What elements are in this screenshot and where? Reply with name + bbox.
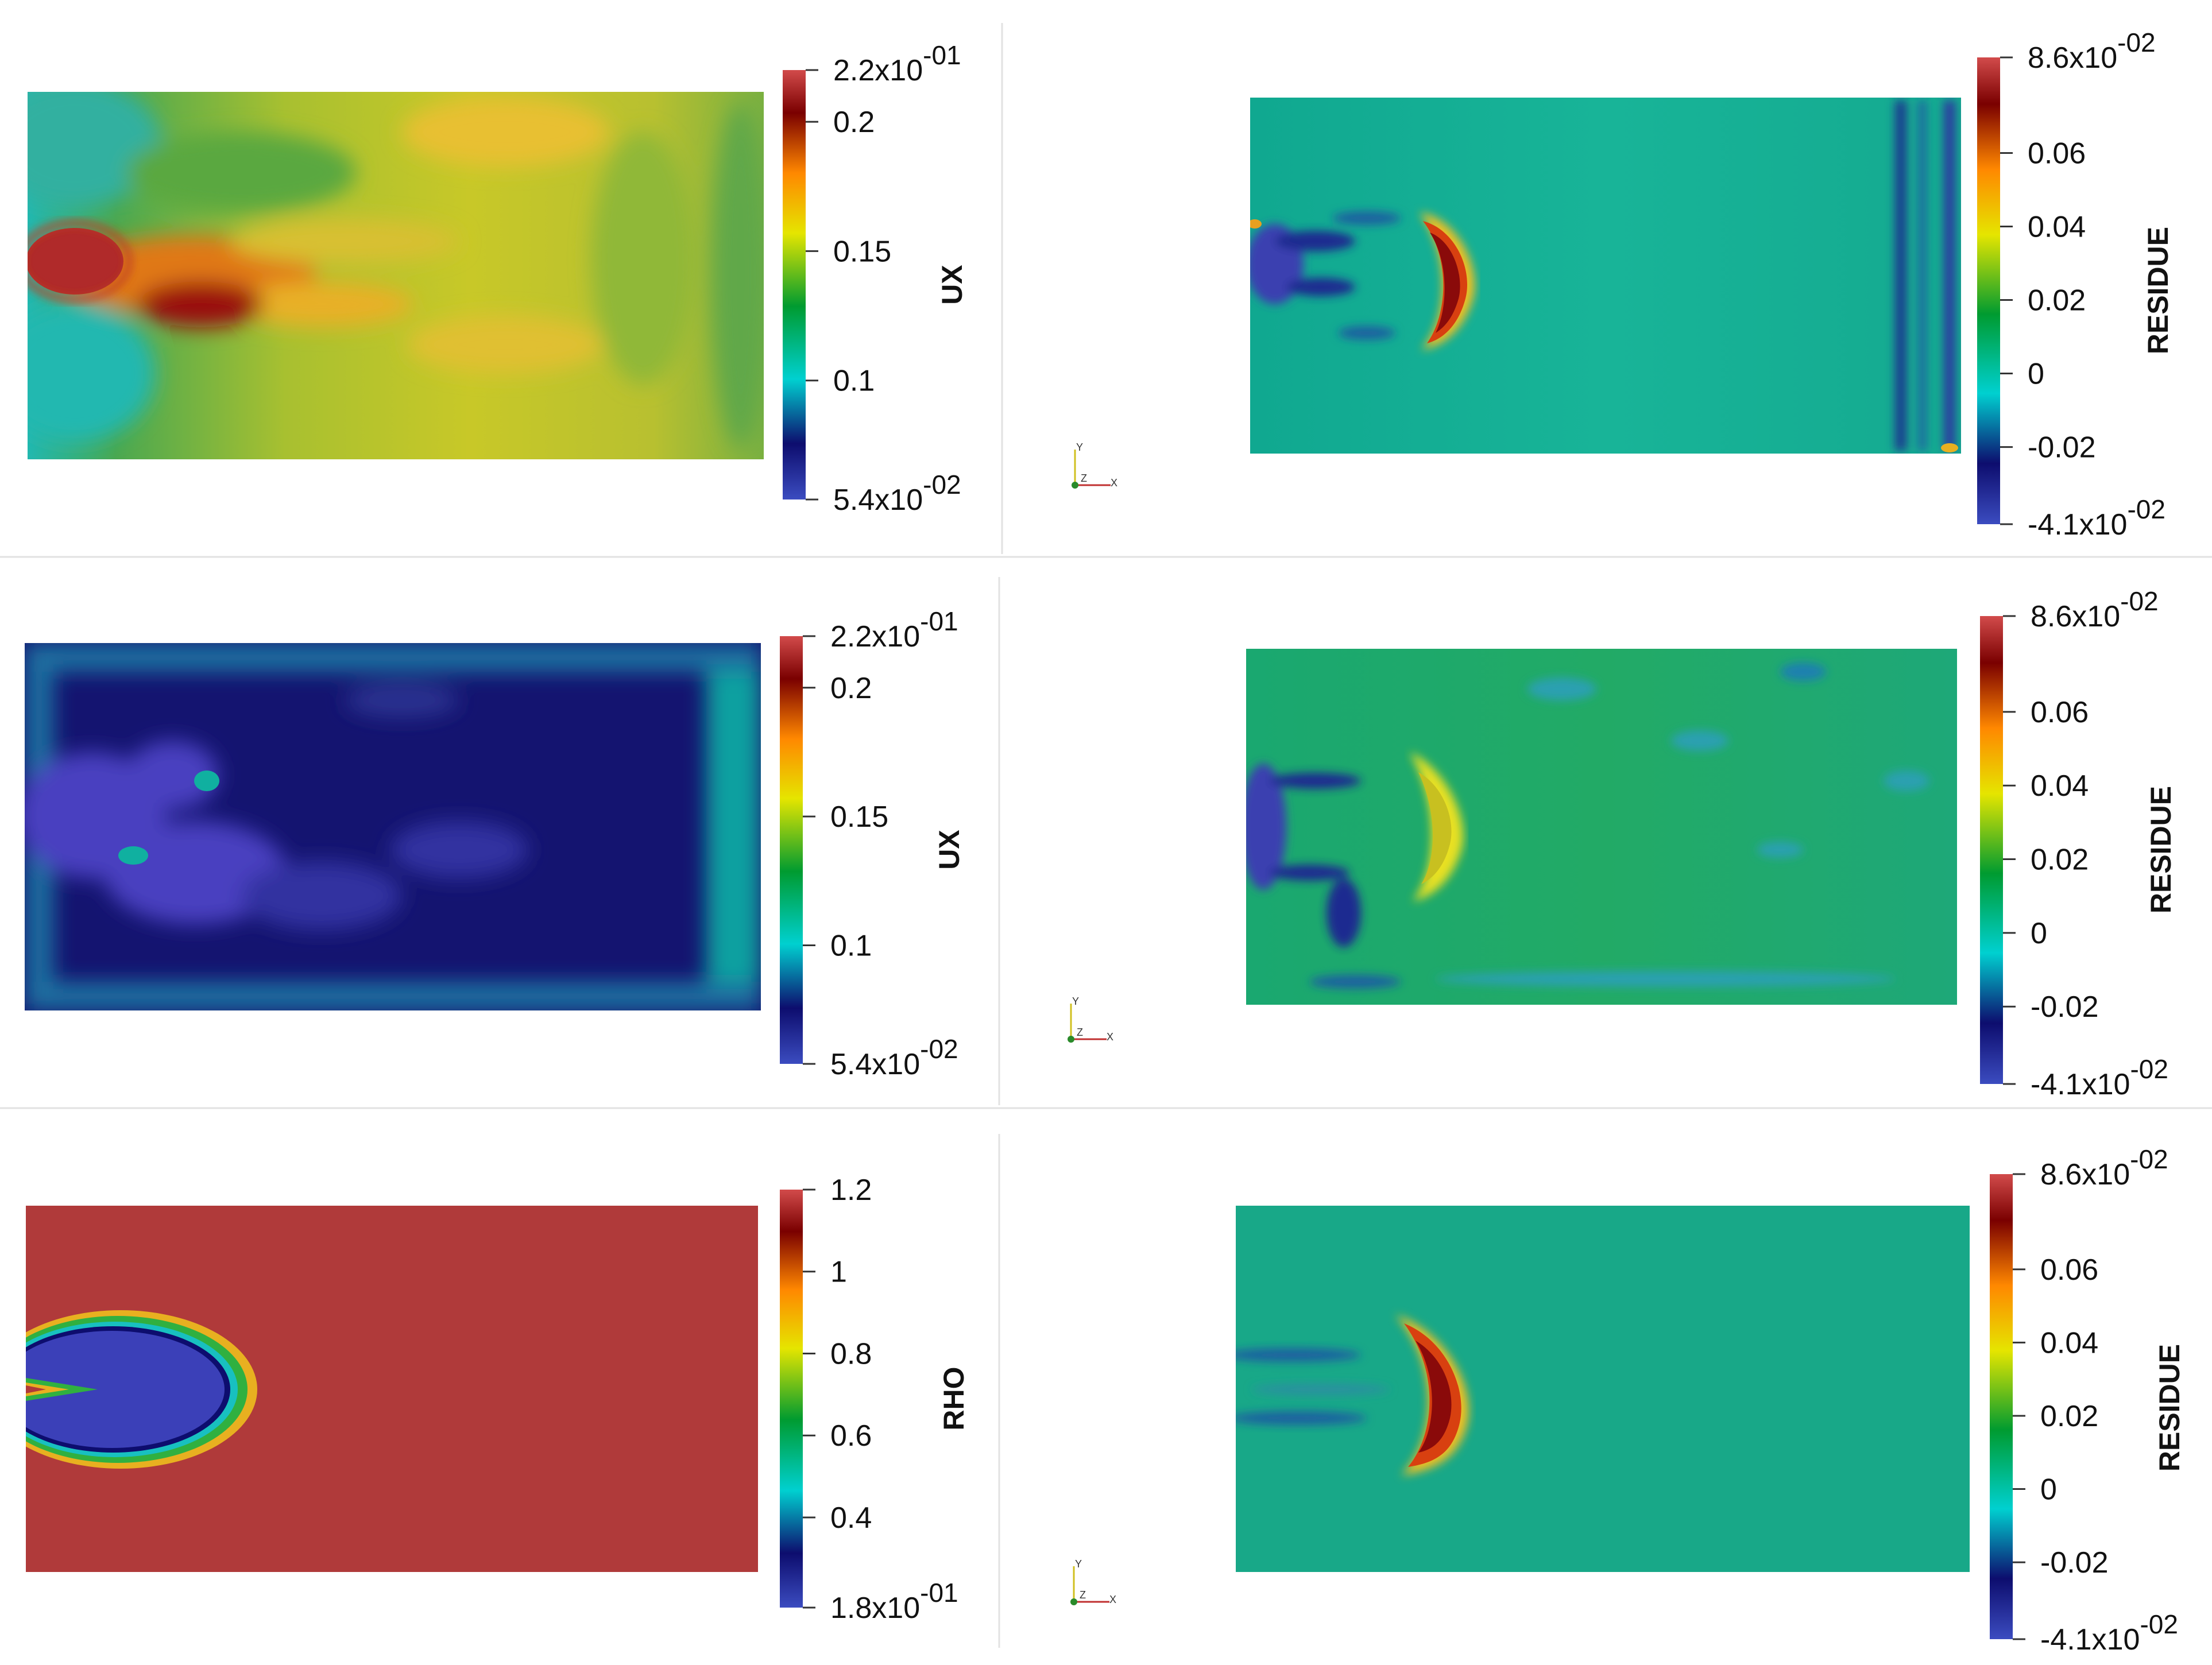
colorbar-r1-right: 8.6x10-02 0.06 0.04 0.02 0 -0.02 -4.1x10-02 RES… xyxy=(1977,28,2174,541)
colorbar-tick-label: 0.04 xyxy=(2028,210,2086,243)
colorbar-max-label: 1.2 xyxy=(830,1174,872,1207)
colorbar-tick-label: 0 xyxy=(2028,358,2044,391)
colorbar-tick-label: 0.02 xyxy=(2031,843,2089,877)
colorbar-tick-label: -0.02 xyxy=(2040,1546,2109,1579)
colorbar-gradient xyxy=(783,70,806,500)
colorbar-gradient xyxy=(1980,616,2003,1084)
colorbar-min-label: 1.8x10-01 xyxy=(830,1578,958,1625)
colorbar-max-label: 8.6x10-02 xyxy=(2040,1144,2168,1191)
axis-x-label: X xyxy=(1107,1031,1113,1043)
colorbar-tick-label: 0.6 xyxy=(830,1419,872,1453)
colorbar-tick-label: 0 xyxy=(2040,1473,2057,1507)
colorbar-tick-label: 0 xyxy=(2031,917,2047,950)
axis-z-label: Z xyxy=(1077,1027,1083,1038)
colorbar-gradient xyxy=(1977,57,2000,524)
colorbar-tick-label: 0.06 xyxy=(2040,1253,2098,1287)
colorbar-max-label: 2.2x10-01 xyxy=(830,606,958,653)
colorbar-tick-label: 0.1 xyxy=(833,365,875,398)
axis-z-label: Z xyxy=(1080,1589,1086,1601)
axis-x-label: X xyxy=(1109,1594,1116,1605)
colorbar-tick-label: 0.15 xyxy=(830,800,888,834)
colorbar-title: RESIDUE xyxy=(2142,227,2174,354)
colorbar-tick-label: 0.04 xyxy=(2040,1326,2098,1360)
colorbar-tick-label: -0.02 xyxy=(2031,990,2099,1024)
colorbar-r1-left: 2.2x10-01 0.2 0.15 0.1 5.4x10-02 UX xyxy=(783,40,968,517)
colorbar-min-label: 5.4x10-02 xyxy=(833,470,961,517)
colorbar-min-label: -4.1x10-02 xyxy=(2040,1609,2178,1656)
colorbar-gradient xyxy=(780,636,803,1064)
orientation-axes-row3: Y X Z xyxy=(1070,1558,1116,1605)
colorbar-r2-right: 8.6x10-02 0.06 0.04 0.02 0 -0.02 -4.1x10-02 RES… xyxy=(1980,586,2177,1101)
colorbar-tick-label: 0.8 xyxy=(830,1337,872,1370)
colorbar-tick-label: 1 xyxy=(830,1256,847,1289)
colorbar-title: UX xyxy=(936,265,968,304)
panel-separators xyxy=(0,23,2212,1648)
colorbar-tick-label: 0.06 xyxy=(2028,137,2086,170)
colorbar-r2-left: 2.2x10-01 0.2 0.15 0.1 5.4x10-02 UX xyxy=(780,606,965,1081)
colorbar-max-label: 8.6x10-02 xyxy=(2028,28,2156,75)
colorbar-r3-left: 1.2 1 0.8 0.6 0.4 1.8x10-01 RHO xyxy=(780,1174,970,1625)
colorbar-tick-label: 0.4 xyxy=(830,1501,872,1535)
residue-field-plot-row3 xyxy=(1236,1206,1970,1572)
colorbar-min-label: -4.1x10-02 xyxy=(2031,1054,2168,1101)
colorbar-tick-label: 0.1 xyxy=(830,930,872,963)
colorbar-tick-label: 0.04 xyxy=(2031,769,2089,803)
axis-z-label: Z xyxy=(1081,473,1087,484)
colorbar-min-label: 5.4x10-02 xyxy=(830,1034,958,1081)
rho-field-plot xyxy=(26,1206,758,1572)
colorbar-max-label: 8.6x10-02 xyxy=(2031,586,2159,633)
colorbar-tick-label: 0.2 xyxy=(833,106,875,139)
orientation-axes-row1: Y X Z xyxy=(1072,442,1117,489)
colorbar-gradient xyxy=(780,1190,803,1608)
colorbar-r3-right: 8.6x10-02 0.06 0.04 0.02 0 -0.02 -4.1x10-02 RES… xyxy=(1990,1144,2186,1656)
axis-y-label: Y xyxy=(1076,442,1083,453)
residue-field-plot-row1 xyxy=(1250,98,1961,454)
colorbar-title: RESIDUE xyxy=(2153,1344,2186,1472)
ux-field-plot-row1 xyxy=(28,92,764,459)
colorbar-tick-label: 0.02 xyxy=(2028,284,2086,317)
colorbar-tick-label: 0.2 xyxy=(830,672,872,705)
colorbar-min-label: -4.1x10-02 xyxy=(2028,494,2165,541)
colorbar-title: RESIDUE xyxy=(2145,786,2177,913)
colorbar-max-label: 2.2x10-01 xyxy=(833,40,961,87)
colorbar-tick-label: 0.06 xyxy=(2031,696,2089,729)
colorbar-tick-label: -0.02 xyxy=(2028,431,2096,464)
colorbar-gradient xyxy=(1990,1174,2013,1639)
colorbar-title: UX xyxy=(933,830,965,869)
colorbar-tick-label: 0.15 xyxy=(833,235,891,268)
colorbar-title: RHO xyxy=(938,1366,970,1430)
colorbar-tick-label: 0.02 xyxy=(2040,1400,2098,1433)
orientation-axes-row2: Y X Z xyxy=(1068,996,1113,1043)
axis-y-label: Y xyxy=(1072,996,1079,1007)
residue-field-plot-row2 xyxy=(1246,649,1957,1005)
axis-y-label: Y xyxy=(1075,1558,1082,1570)
ux-field-plot-row2 xyxy=(25,643,761,1010)
axis-x-label: X xyxy=(1111,477,1117,489)
